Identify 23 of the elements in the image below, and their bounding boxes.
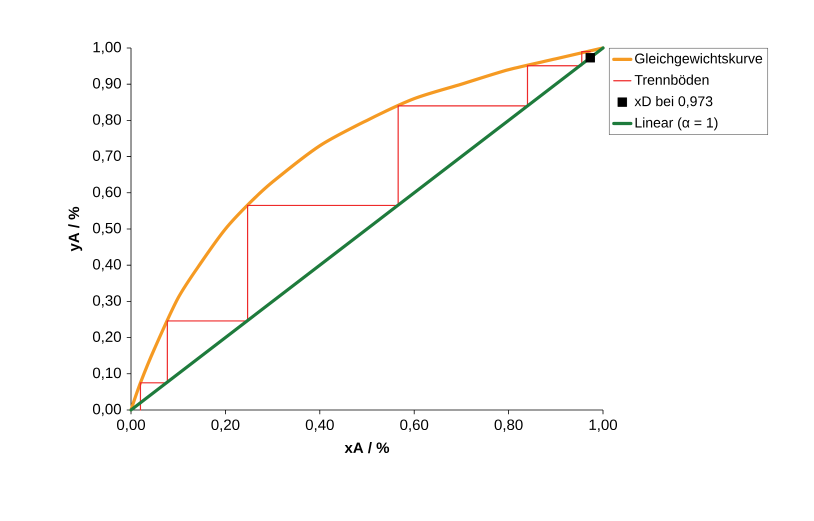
y-tick-label: 0,00	[92, 404, 121, 416]
legend-label: Trennböden	[634, 74, 708, 85]
y-tick-label: 0,90	[92, 78, 121, 90]
y-tick-label: 1,00	[94, 42, 121, 54]
y-tick-label: 0,70	[92, 150, 121, 163]
y-tick-label: 0,10	[92, 368, 121, 380]
x-tick-label: 0,20	[211, 419, 240, 432]
x-axis-title: xA / %	[344, 442, 390, 454]
y-tick-label: 0,20	[92, 331, 121, 344]
legend-label: Linear (α = 1)	[636, 117, 718, 130]
x-tick-label: 0,40	[306, 419, 334, 432]
legend-label: xD bei 0,973	[634, 96, 712, 108]
legend-label: Gleichgewichtskurve	[635, 53, 762, 66]
y-tick-label: 0,30	[92, 295, 121, 308]
x-tick-label: 0,00	[117, 419, 146, 432]
y-tick-label: 0,40	[92, 258, 121, 272]
x-tick-label: 0,80	[494, 419, 523, 432]
x-tick-label: 0,60	[400, 419, 428, 432]
y-tick-label: 0,50	[92, 222, 121, 236]
x-tick-label: 1,00	[590, 419, 618, 432]
y-tick-label: 0,60	[92, 186, 121, 199]
y-tick-label: 0,80	[92, 114, 121, 127]
y-axis-title: yA / %	[68, 206, 82, 252]
